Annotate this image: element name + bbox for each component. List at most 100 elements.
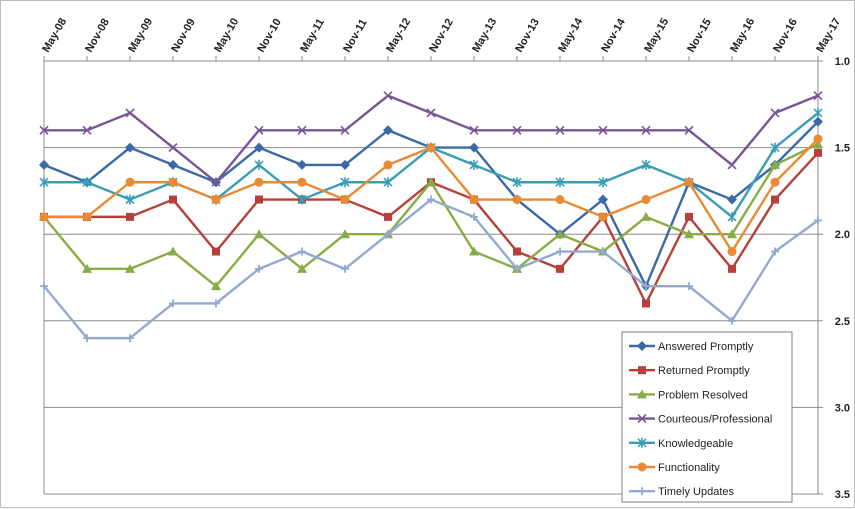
data-point xyxy=(642,282,650,291)
data-point xyxy=(125,194,135,205)
data-point xyxy=(512,177,522,188)
data-point xyxy=(556,264,564,273)
x-tick-label: May-15 xyxy=(642,16,671,54)
x-tick-label: May-11 xyxy=(298,17,327,55)
legend-item: Problem Resolved xyxy=(629,389,748,401)
series-1 xyxy=(40,148,822,308)
data-point xyxy=(598,125,608,135)
data-point xyxy=(641,195,651,205)
data-point xyxy=(512,195,522,205)
data-point xyxy=(728,316,736,325)
data-point xyxy=(555,229,565,239)
data-point xyxy=(297,125,307,135)
data-point xyxy=(297,177,307,187)
data-point xyxy=(211,281,221,291)
legend-label: Problem Resolved xyxy=(658,389,748,401)
data-point xyxy=(641,159,651,170)
data-point xyxy=(426,108,436,118)
data-point xyxy=(813,107,823,118)
y-tick-labels: 1.0 1.5 2.0 2.5 3.0 3.5 xyxy=(835,56,850,501)
data-point xyxy=(684,125,694,135)
data-point xyxy=(212,247,220,256)
x-tick-label: May-17 xyxy=(814,16,843,54)
data-point xyxy=(340,159,350,170)
data-point xyxy=(39,212,49,222)
x-tick-labels: May-08 Nov-08 May-09 Nov-09 May-10 Nov-10 May-… xyxy=(40,15,843,54)
data-point xyxy=(727,229,737,239)
series-5 xyxy=(39,134,823,257)
data-point xyxy=(556,247,564,256)
data-point xyxy=(254,229,264,239)
data-point xyxy=(212,299,220,308)
data-point xyxy=(770,108,780,118)
data-point xyxy=(555,177,565,188)
data-point xyxy=(341,264,349,273)
data-point xyxy=(255,264,263,273)
legend-item: Courteous/Professional xyxy=(629,414,772,426)
data-point xyxy=(254,142,264,153)
data-point xyxy=(383,91,393,101)
legend-marker xyxy=(638,366,646,375)
x-tick-label: Nov-09 xyxy=(169,17,198,55)
data-point xyxy=(598,194,608,205)
x-tick-label: Nov-10 xyxy=(255,17,284,55)
data-point xyxy=(169,195,177,204)
series-6 xyxy=(40,195,822,343)
data-point xyxy=(813,139,823,149)
data-point xyxy=(39,177,49,188)
data-point xyxy=(383,125,393,136)
data-point xyxy=(169,299,177,308)
legend: Answered Promptly Returned Promptly Proble… xyxy=(621,331,793,503)
x-tick-label: May-16 xyxy=(728,16,757,54)
data-point xyxy=(168,246,178,256)
data-point xyxy=(814,216,822,225)
data-point xyxy=(598,177,608,188)
axes xyxy=(43,56,823,495)
legend-marker xyxy=(637,462,647,472)
legend-label: Answered Promptly xyxy=(658,341,754,353)
data-point xyxy=(297,159,307,170)
data-point xyxy=(83,334,91,343)
data-point xyxy=(684,229,694,239)
y-tick-label: 1.5 xyxy=(835,143,850,155)
legend-marker xyxy=(637,341,647,351)
data-point xyxy=(211,195,221,205)
data-point xyxy=(340,125,350,135)
legend-marker xyxy=(638,487,646,496)
data-point xyxy=(770,142,780,153)
data-point xyxy=(598,212,608,222)
data-point xyxy=(513,264,521,273)
series-line xyxy=(43,143,819,288)
data-point xyxy=(255,195,263,204)
data-point xyxy=(126,212,134,221)
data-point xyxy=(771,247,779,256)
data-point xyxy=(297,194,307,205)
data-point xyxy=(82,263,92,273)
data-point xyxy=(126,334,134,343)
data-point xyxy=(39,159,49,170)
legend-marker xyxy=(637,389,647,399)
data-point xyxy=(384,230,392,239)
data-point xyxy=(641,125,651,135)
legend-label: Knowledgeable xyxy=(658,438,733,450)
data-point xyxy=(770,159,780,169)
data-point xyxy=(211,177,221,187)
series-2 xyxy=(39,139,823,291)
legend-marker xyxy=(637,437,647,448)
data-point xyxy=(340,229,350,239)
x-tick-label: Nov-16 xyxy=(771,17,800,55)
data-point xyxy=(599,247,607,256)
series-group xyxy=(39,91,823,343)
data-point xyxy=(168,159,178,170)
data-point xyxy=(642,299,650,308)
x-tick-label: May-12 xyxy=(384,16,413,54)
legend-label: Timely Updates xyxy=(658,486,735,498)
data-point xyxy=(813,91,823,101)
data-point xyxy=(685,212,693,221)
data-point xyxy=(254,125,264,135)
data-point xyxy=(555,125,565,135)
data-point xyxy=(82,212,92,222)
data-point xyxy=(39,125,49,135)
data-point xyxy=(125,108,135,118)
